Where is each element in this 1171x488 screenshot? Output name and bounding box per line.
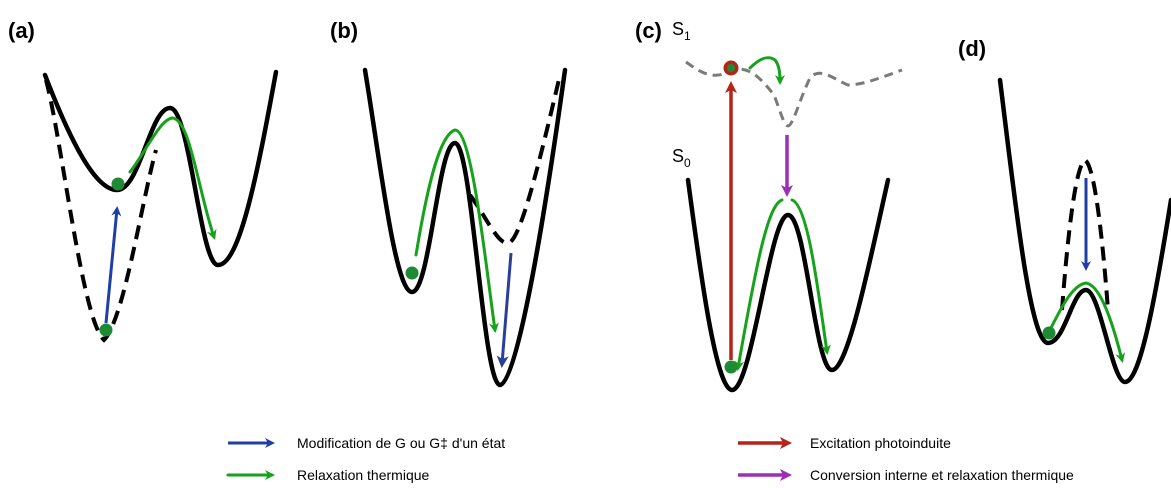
panel-d-potential-curve <box>997 77 1171 385</box>
panel-a-modification-arrow <box>104 206 122 324</box>
panel-d-label: (d) <box>958 36 986 61</box>
panel-a-relaxation-arrow <box>128 116 217 240</box>
s1-label: S1 <box>672 19 691 43</box>
legend-red-text: Excitation photoinduite <box>810 435 951 451</box>
panel-c-label: (c) <box>635 18 662 43</box>
panel-a: (a) <box>8 18 279 343</box>
s1-excited-state-curve <box>685 60 903 128</box>
panel-a-state-dot-upper <box>111 177 125 191</box>
s0-label: S0 <box>672 146 691 170</box>
s0-relaxation-arrow-left <box>734 198 784 371</box>
excited-state-dot-core <box>727 64 735 72</box>
panel-a-potential-curve <box>42 69 279 268</box>
panel-b-modified-curve <box>468 74 562 245</box>
legend-blue-text: Modification de G ou G‡ d'un état <box>297 435 505 451</box>
panel-a-state-dot-lower <box>99 323 113 337</box>
panel-a-label: (a) <box>8 18 35 43</box>
panel-b: (b) <box>330 18 568 388</box>
panel-d-modified-curve <box>1060 157 1110 311</box>
legend-purple-text: Conversion interne et relaxation thermiq… <box>810 467 1074 483</box>
panel-d-state-dot <box>1042 326 1056 340</box>
panel-b-label: (b) <box>330 18 358 43</box>
panel-b-potential-curve <box>362 67 568 388</box>
panel-b-state-dot <box>405 266 419 280</box>
s1-relaxation-arrow <box>748 56 785 85</box>
panel-d-relaxation-arrow <box>1048 281 1126 363</box>
panel-a-modified-curve <box>44 79 158 343</box>
legend: Modification de G ou G‡ d'un état Relaxa… <box>226 435 1074 483</box>
panel-b-modification-arrow <box>496 252 513 368</box>
s0-ground-state-curve <box>685 177 891 393</box>
panel-b-relaxation-arrow <box>414 128 499 333</box>
s0-relaxation-arrow-right <box>790 198 831 355</box>
ground-state-dot <box>724 360 738 374</box>
legend-green-text: Relaxation thermique <box>297 467 430 483</box>
panel-d: (d) <box>958 36 1171 385</box>
panel-c: (c) S1 S0 <box>635 18 903 393</box>
